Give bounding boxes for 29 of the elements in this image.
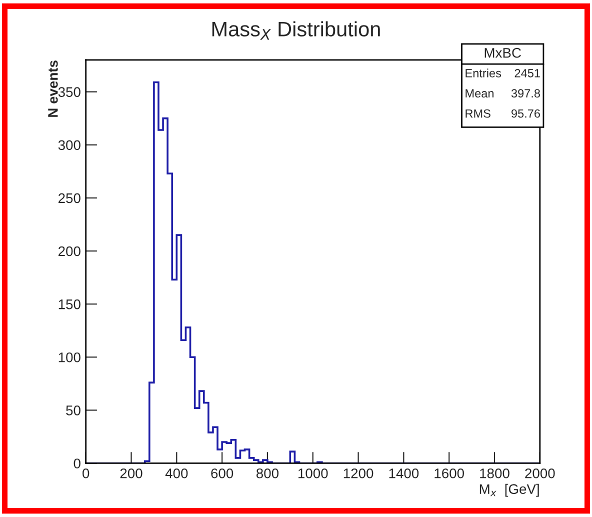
annotation: Entries [466, 68, 502, 78]
x-tick-label: 800 [256, 468, 279, 478]
x-tick-label: 400 [165, 468, 188, 478]
x-tick-label: 1600 [434, 468, 464, 478]
y-tick-label: 50 [66, 406, 80, 416]
y-tick-label: 100 [58, 352, 80, 362]
chart-title: Mass$_{X}$ Distribution [212, 21, 380, 40]
text: MxBC [484, 48, 521, 58]
y-tick-label: 150 [58, 299, 80, 310]
x-tick-label: 1800 [480, 468, 510, 478]
y-tick-label: 250 [58, 193, 80, 204]
y-axis-title: N events [48, 60, 58, 117]
annotation: 2451 [514, 69, 540, 78]
y-tick-label: 200 [58, 246, 80, 256]
x-tick-label: 1000 [298, 468, 328, 478]
x-axis-title: M$_{x}$ [GeV] [480, 484, 539, 497]
x-tick-label: 600 [211, 468, 234, 478]
annotation: RMS [466, 109, 490, 118]
annotation: Mean [466, 89, 494, 98]
x-tick-label: 2000 [525, 468, 555, 478]
x-tick-label: 200 [120, 468, 142, 478]
y-tick-label: 300 [58, 140, 80, 150]
y-tick-label: 350 [58, 87, 80, 97]
x-tick-label: 1400 [389, 468, 419, 478]
annotation: 397.8 [511, 89, 540, 98]
y-tick-label: 0 [74, 458, 80, 468]
annotation: 95.76 [512, 109, 540, 118]
x-tick-label: 0 [82, 468, 90, 478]
x-tick-label: 1200 [344, 468, 374, 478]
